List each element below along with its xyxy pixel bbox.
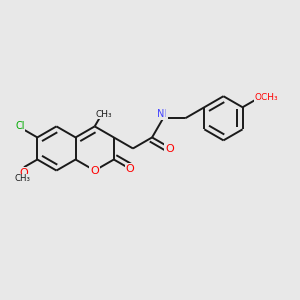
Text: N: N xyxy=(157,109,164,119)
Text: O: O xyxy=(20,168,28,178)
Text: CH₃: CH₃ xyxy=(96,110,112,119)
Text: CH₃: CH₃ xyxy=(15,174,31,183)
Text: O: O xyxy=(165,144,174,154)
Text: Cl: Cl xyxy=(15,121,25,131)
Text: OCH₃: OCH₃ xyxy=(255,93,278,102)
Text: O: O xyxy=(90,166,99,176)
Text: O: O xyxy=(126,164,134,174)
Text: H: H xyxy=(159,109,167,119)
